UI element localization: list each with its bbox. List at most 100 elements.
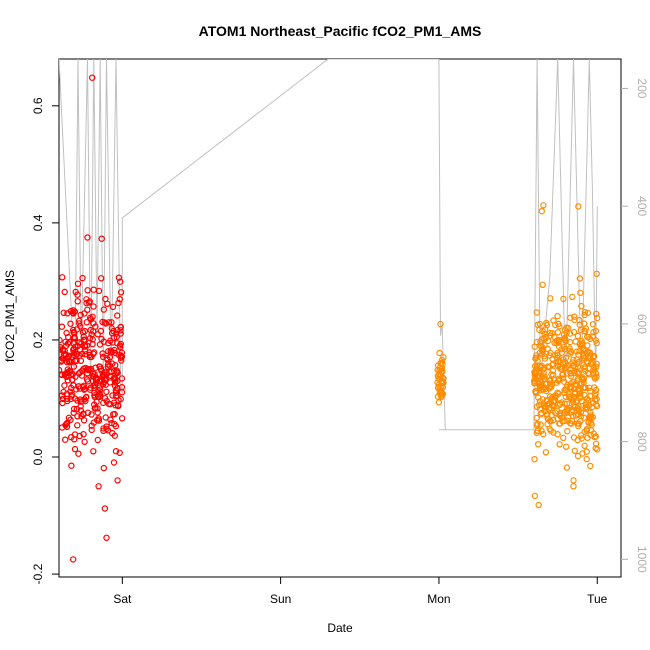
data-point: [112, 393, 120, 400]
data-point: [102, 295, 109, 303]
data-point: [108, 330, 116, 337]
altitude-line: [120, 59, 446, 430]
data-point: [534, 420, 541, 428]
data-point: [539, 345, 547, 353]
data-point: [586, 415, 593, 422]
y2-tick-label: 400: [635, 196, 649, 216]
data-point: [436, 349, 443, 357]
data-point: [560, 434, 567, 442]
data-point: [117, 330, 124, 337]
data-point: [67, 434, 75, 441]
data-point: [94, 331, 101, 338]
data-point: [592, 386, 600, 394]
data-point: [567, 348, 575, 356]
data-point: [70, 363, 78, 370]
data-point: [533, 414, 540, 422]
data-point: [578, 375, 586, 382]
data-point: [567, 373, 575, 380]
y-axis: -0.2 0.0 0.2 0.4 0.6: [31, 97, 59, 584]
data-point: [570, 403, 577, 411]
data-point: [584, 309, 592, 317]
data-point: [95, 417, 103, 424]
data-point: [571, 316, 578, 324]
data-point: [102, 414, 109, 421]
data-point: [111, 382, 119, 390]
data-point: [589, 321, 597, 328]
data-point: [88, 411, 95, 418]
data-point: [577, 342, 585, 350]
data-point: [570, 477, 577, 484]
data-point: [59, 346, 64, 353]
data-point: [534, 357, 541, 365]
data-point: [554, 312, 561, 320]
data-point: [569, 359, 576, 366]
data-point: [575, 385, 582, 392]
data-point: [86, 351, 94, 359]
data-point: [99, 318, 106, 326]
y2-tick-label: 200: [635, 78, 649, 98]
data-point: [63, 329, 70, 337]
data-point: [587, 387, 594, 395]
data-point: [79, 274, 86, 282]
data-point: [67, 320, 74, 327]
data-point: [565, 391, 573, 398]
data-point: [555, 343, 563, 350]
data-point: [564, 428, 571, 435]
data-point: [108, 419, 115, 427]
data-point: [586, 354, 594, 361]
data-point: [103, 388, 110, 395]
data-point: [557, 365, 564, 372]
data-point: [112, 389, 120, 396]
data-point: [109, 430, 116, 437]
data-point: [98, 235, 105, 242]
data-point: [68, 391, 76, 398]
data-point: [578, 432, 585, 439]
data-point: [75, 383, 83, 390]
data-point: [75, 450, 82, 457]
data-point: [99, 350, 106, 357]
data-point: [66, 339, 73, 346]
data-point: [593, 310, 600, 318]
data-point: [438, 393, 445, 400]
data-point: [84, 234, 91, 241]
data-point: [88, 74, 96, 81]
data-point: [435, 399, 443, 406]
data-point: [592, 327, 600, 335]
data-point: [569, 293, 576, 301]
data-point: [558, 414, 566, 422]
data-point: [63, 395, 71, 402]
data-point: [532, 388, 539, 395]
data-point: [571, 447, 579, 454]
data-point: [107, 337, 114, 344]
altitude-line: [59, 59, 122, 383]
data-point: [92, 379, 100, 386]
data-point: [111, 349, 119, 357]
data-point: [109, 303, 117, 311]
data-point: [74, 413, 81, 420]
data-point: [118, 375, 126, 382]
data-point: [541, 326, 549, 333]
data-point: [116, 296, 124, 303]
data-point: [74, 422, 81, 429]
data-point: [74, 280, 82, 287]
data-point: [583, 350, 591, 358]
data-point: [533, 429, 541, 436]
data-point: [549, 329, 556, 337]
data-point: [556, 420, 563, 427]
data-point: [70, 349, 78, 357]
data-point: [559, 375, 566, 382]
data-point: [59, 323, 66, 330]
data-point: [438, 389, 446, 397]
data-point: [90, 419, 98, 426]
data-point: [544, 420, 551, 428]
data-point: [86, 314, 94, 322]
data-point: [573, 399, 580, 406]
data-point: [70, 329, 77, 336]
data-point: [80, 411, 87, 418]
data-point: [434, 362, 442, 369]
data-point: [59, 358, 65, 365]
data-point: [579, 356, 586, 363]
y-tick-label: 0.6: [31, 97, 45, 114]
data-point: [563, 464, 571, 471]
